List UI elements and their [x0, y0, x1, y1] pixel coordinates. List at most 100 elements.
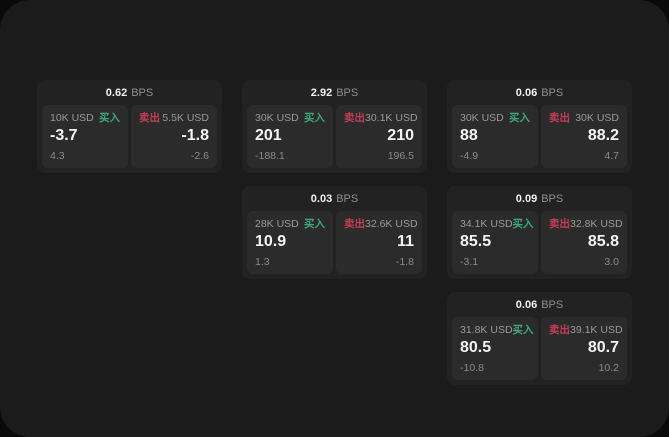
buy-side-label: 买入 [99, 112, 120, 124]
buy-amount: 30K USD [460, 112, 504, 124]
spread-card: 0.09 BPS 34.1K USD 买入 85.5 -3.1 卖出 32.8K… [447, 186, 632, 279]
panels-row: 30K USD 买入 201 -188.1 卖出 30.1K USD 210 1… [247, 105, 422, 168]
buy-amount: 10K USD [50, 112, 94, 124]
buy-side-label: 买入 [512, 218, 534, 230]
sell-side-label: 卖出 [549, 324, 570, 336]
spread-card: 0.06 BPS 30K USD 买入 88 -4.9 卖出 30K USD 8… [447, 80, 632, 173]
buy-price: 201 [255, 127, 282, 144]
bps-value: 0.06 [515, 87, 538, 99]
bps-unit: BPS [541, 87, 564, 99]
buy-price: 10.9 [255, 233, 287, 250]
sell-price: 210 [387, 127, 414, 144]
sell-label-row: 卖出 32.6K USD [344, 218, 418, 230]
panels-row: 30K USD 买入 88 -4.9 卖出 30K USD 88.2 4.7 [452, 105, 627, 168]
bps-unit: BPS [131, 87, 154, 99]
buy-panel[interactable]: 30K USD 买入 201 -188.1 [247, 105, 333, 168]
sell-price: 80.7 [587, 339, 619, 356]
buy-delta: -188.1 [255, 150, 285, 162]
sell-panel[interactable]: 卖出 39.1K USD 80.7 10.2 [541, 317, 627, 380]
spread-card: 0.06 BPS 31.8K USD 买入 80.5 -10.8 卖出 39.1… [447, 292, 632, 385]
panels-row: 28K USD 买入 10.9 1.3 卖出 32.6K USD 11 -1.8 [247, 211, 422, 274]
sell-amount: 5.5K USD [162, 112, 209, 124]
bps-unit: BPS [336, 193, 359, 205]
buy-amount: 28K USD [255, 218, 299, 230]
spread-card: 0.62 BPS 10K USD 买入 -3.7 4.3 卖出 5.5K USD… [37, 80, 222, 173]
sell-label-row: 卖出 39.1K USD [549, 324, 623, 336]
buy-delta: -10.8 [460, 362, 484, 374]
sell-delta: 196.5 [387, 150, 414, 162]
sell-panel[interactable]: 卖出 32.6K USD 11 -1.8 [336, 211, 422, 274]
panels-row: 31.8K USD 买入 80.5 -10.8 卖出 39.1K USD 80.… [452, 317, 627, 380]
buy-panel[interactable]: 31.8K USD 买入 80.5 -10.8 [452, 317, 538, 380]
sell-panel[interactable]: 卖出 32.8K USD 85.8 3.0 [541, 211, 627, 274]
sell-delta: -1.8 [395, 256, 414, 268]
card-header: 2.92 BPS [247, 86, 422, 101]
bps-unit: BPS [336, 87, 359, 99]
buy-label-row: 34.1K USD 买入 [460, 218, 534, 230]
buy-label-row: 10K USD 买入 [50, 112, 120, 124]
buy-side-label: 买入 [509, 112, 530, 124]
buy-panel[interactable]: 28K USD 买入 10.9 1.3 [247, 211, 333, 274]
sell-delta: 10.2 [598, 362, 619, 374]
sell-price: -1.8 [181, 127, 209, 144]
card-header: 0.06 BPS [452, 86, 627, 101]
sell-label-row: 卖出 5.5K USD [139, 112, 209, 124]
sell-panel[interactable]: 卖出 30.1K USD 210 196.5 [336, 105, 422, 168]
buy-panel[interactable]: 34.1K USD 买入 85.5 -3.1 [452, 211, 538, 274]
sell-label-row: 卖出 30.1K USD [344, 112, 418, 124]
card-header: 0.09 BPS [452, 192, 627, 207]
buy-label-row: 30K USD 买入 [255, 112, 325, 124]
sell-delta: 4.7 [604, 150, 619, 162]
bps-value: 2.92 [310, 87, 333, 99]
sell-panel[interactable]: 卖出 30K USD 88.2 4.7 [541, 105, 627, 168]
sell-panel[interactable]: 卖出 5.5K USD -1.8 -2.6 [131, 105, 217, 168]
panels-row: 10K USD 买入 -3.7 4.3 卖出 5.5K USD -1.8 -2.… [42, 105, 217, 168]
bps-value: 0.62 [105, 87, 128, 99]
buy-price: 80.5 [460, 339, 492, 356]
panels-row: 34.1K USD 买入 85.5 -3.1 卖出 32.8K USD 85.8… [452, 211, 627, 274]
buy-label-row: 31.8K USD 买入 [460, 324, 534, 336]
spread-card: 0.03 BPS 28K USD 买入 10.9 1.3 卖出 32.6K US… [242, 186, 427, 279]
sell-label-row: 卖出 30K USD [549, 112, 619, 124]
buy-amount: 34.1K USD [460, 218, 513, 230]
sell-price: 11 [397, 233, 414, 250]
sell-side-label: 卖出 [344, 112, 365, 124]
bps-unit: BPS [541, 193, 564, 205]
sell-amount: 39.1K USD [570, 324, 623, 336]
buy-label-row: 28K USD 买入 [255, 218, 325, 230]
buy-label-row: 30K USD 买入 [460, 112, 530, 124]
sell-amount: 32.8K USD [570, 218, 623, 230]
sell-price: 85.8 [587, 233, 619, 250]
card-header: 0.62 BPS [42, 86, 217, 101]
sell-amount: 30.1K USD [365, 112, 418, 124]
bps-value: 0.03 [310, 193, 333, 205]
sell-label-row: 卖出 32.8K USD [549, 218, 623, 230]
buy-side-label: 买入 [304, 112, 325, 124]
buy-delta: 4.3 [50, 150, 65, 162]
sell-side-label: 卖出 [549, 218, 570, 230]
buy-side-label: 买入 [512, 324, 534, 336]
sell-side-label: 卖出 [344, 218, 365, 230]
sell-side-label: 卖出 [139, 112, 160, 124]
sell-amount: 30K USD [575, 112, 619, 124]
bps-unit: BPS [541, 299, 564, 311]
buy-amount: 31.8K USD [460, 324, 513, 336]
sell-amount: 32.6K USD [365, 218, 418, 230]
sell-delta: -2.6 [190, 150, 209, 162]
buy-amount: 30K USD [255, 112, 299, 124]
buy-price: -3.7 [50, 127, 78, 144]
buy-panel[interactable]: 30K USD 买入 88 -4.9 [452, 105, 538, 168]
bps-value: 0.09 [515, 193, 538, 205]
card-header: 0.03 BPS [247, 192, 422, 207]
card-header: 0.06 BPS [452, 298, 627, 313]
buy-price: 88 [460, 127, 478, 144]
sell-price: 88.2 [587, 127, 619, 144]
buy-delta: -3.1 [460, 256, 479, 268]
sell-delta: 3.0 [604, 256, 619, 268]
spread-card: 2.92 BPS 30K USD 买入 201 -188.1 卖出 30.1K … [242, 80, 427, 173]
buy-delta: 1.3 [255, 256, 270, 268]
buy-side-label: 买入 [304, 218, 325, 230]
buy-panel[interactable]: 10K USD 买入 -3.7 4.3 [42, 105, 128, 168]
buy-delta: -4.9 [460, 150, 479, 162]
